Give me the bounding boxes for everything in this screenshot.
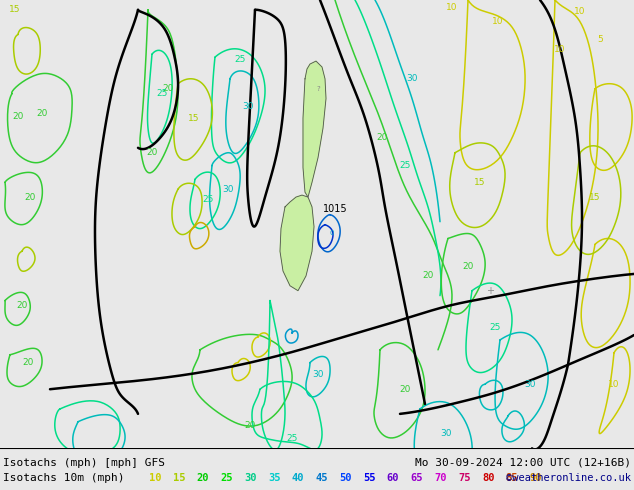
Text: 85: 85 xyxy=(506,472,518,483)
Text: 30: 30 xyxy=(406,74,418,83)
Text: 20: 20 xyxy=(422,271,434,280)
Text: 30: 30 xyxy=(313,370,324,379)
Text: 10: 10 xyxy=(608,380,620,389)
Text: 40: 40 xyxy=(292,472,304,483)
Text: ?: ? xyxy=(316,86,320,92)
Text: 30: 30 xyxy=(524,380,536,389)
Text: 45: 45 xyxy=(316,472,328,483)
Polygon shape xyxy=(280,195,314,291)
Text: 50: 50 xyxy=(339,472,352,483)
Text: 15: 15 xyxy=(10,5,21,14)
Text: Isotachs (mph) [mph] GFS: Isotachs (mph) [mph] GFS xyxy=(3,458,165,467)
Text: 60: 60 xyxy=(387,472,399,483)
Text: 35: 35 xyxy=(268,472,280,483)
Text: Isotachs 10m (mph): Isotachs 10m (mph) xyxy=(3,472,125,483)
Text: 55: 55 xyxy=(363,472,375,483)
Polygon shape xyxy=(303,61,326,197)
Text: 25: 25 xyxy=(235,54,246,64)
Text: 20: 20 xyxy=(399,385,411,394)
Text: 20: 20 xyxy=(244,421,256,430)
Text: 10: 10 xyxy=(446,3,458,12)
Text: 10: 10 xyxy=(554,45,566,54)
Text: 10: 10 xyxy=(492,17,504,26)
Text: 20: 20 xyxy=(12,112,23,121)
Text: 75: 75 xyxy=(458,472,470,483)
Text: 25: 25 xyxy=(489,322,501,332)
Text: 70: 70 xyxy=(434,472,447,483)
Text: 30: 30 xyxy=(440,429,452,438)
Text: 0: 0 xyxy=(330,229,334,236)
Text: 20: 20 xyxy=(197,472,209,483)
Text: 30: 30 xyxy=(242,102,254,111)
Text: 1015: 1015 xyxy=(323,204,347,214)
Text: 20: 20 xyxy=(162,84,174,93)
Text: 20: 20 xyxy=(462,262,474,270)
Text: 30: 30 xyxy=(244,472,257,483)
Text: 90: 90 xyxy=(529,472,542,483)
Text: 20: 20 xyxy=(36,109,48,118)
Text: Mo 30-09-2024 12:00 UTC (12+16B): Mo 30-09-2024 12:00 UTC (12+16B) xyxy=(415,458,631,467)
Text: 20: 20 xyxy=(377,133,387,143)
Text: 15: 15 xyxy=(188,114,200,123)
Text: 25: 25 xyxy=(221,472,233,483)
Text: 10: 10 xyxy=(574,7,586,16)
Text: 15: 15 xyxy=(474,178,486,187)
Text: 20: 20 xyxy=(22,358,34,367)
Text: 20: 20 xyxy=(16,301,28,310)
Text: 25: 25 xyxy=(157,89,167,98)
Text: 5: 5 xyxy=(597,35,603,44)
Text: ©weatheronline.co.uk: ©weatheronline.co.uk xyxy=(506,472,631,483)
Text: 25: 25 xyxy=(399,161,411,170)
Text: 80: 80 xyxy=(482,472,495,483)
Text: 20: 20 xyxy=(24,193,36,201)
Text: 65: 65 xyxy=(411,472,423,483)
Text: 15: 15 xyxy=(589,193,601,201)
Text: 15: 15 xyxy=(173,472,185,483)
Text: 30: 30 xyxy=(223,185,234,194)
Text: 25: 25 xyxy=(202,195,214,203)
Text: 10: 10 xyxy=(149,472,162,483)
Text: +: + xyxy=(486,286,494,295)
Text: 20: 20 xyxy=(146,148,158,157)
Text: 25: 25 xyxy=(287,434,298,443)
